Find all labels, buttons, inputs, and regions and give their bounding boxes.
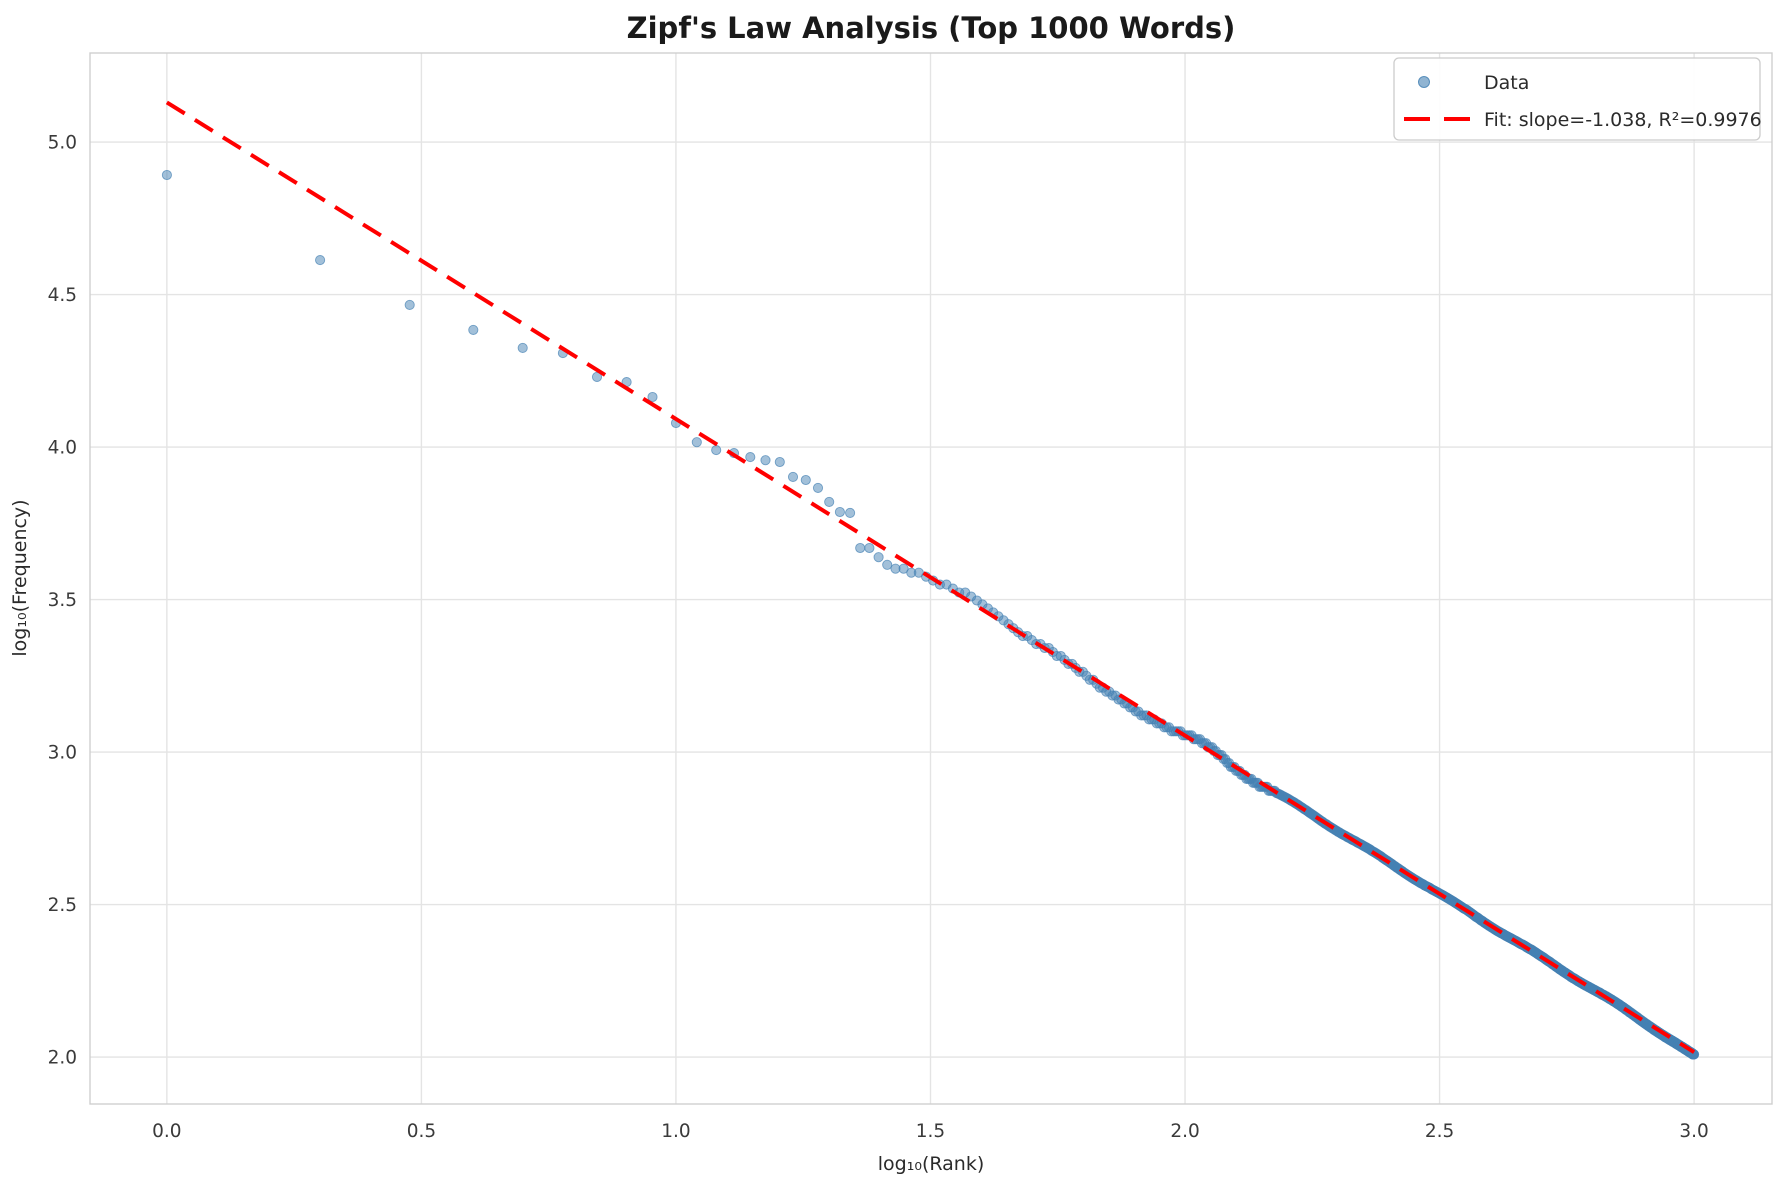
data-point: [745, 452, 756, 463]
x-tick-labels: 0.0 0.5 1.0 1.5 2.0 2.5 3.0: [152, 1121, 1709, 1142]
data-point: [864, 542, 875, 554]
data-point: [161, 169, 172, 181]
chart-title: Zipf's Law Analysis (Top 1000 Words): [627, 11, 1236, 45]
data-point: [517, 342, 528, 353]
data-point: [812, 482, 824, 493]
legend-data-marker-icon: [1418, 76, 1430, 88]
x-tick-label: 1.0: [661, 1121, 690, 1142]
legend-label-data: Data: [1484, 72, 1529, 94]
axes-spines: [89, 52, 1773, 1105]
data-point: [468, 324, 479, 335]
data-point: [404, 299, 415, 310]
x-tick-label: 0.0: [152, 1121, 181, 1142]
x-tick-label: 2.0: [1170, 1121, 1199, 1142]
x-tick-label: 3.0: [1679, 1121, 1708, 1142]
fit-line: [165, 100, 1696, 1054]
data-point: [834, 506, 845, 518]
x-tick-label: 2.5: [1425, 1121, 1454, 1142]
legend: Data Fit: slope=-1.038, R²=0.9976: [1393, 57, 1762, 141]
legend-box: [1393, 57, 1761, 141]
y-tick-label: 5.0: [48, 133, 77, 154]
y-tick-label: 3.0: [48, 743, 77, 764]
data-point: [855, 542, 866, 554]
y-tick-labels: 2.0 2.5 3.0 3.5 4.0 4.5 5.0: [48, 133, 77, 1069]
y-axis-label: log₁₀(Frequency): [9, 499, 31, 656]
grid: [90, 53, 1772, 1104]
data-point: [711, 445, 722, 456]
y-tick-label: 2.5: [48, 895, 77, 916]
x-tick-label: 0.5: [407, 1121, 436, 1142]
y-tick-label: 4.0: [48, 438, 77, 459]
data-point: [845, 507, 856, 518]
y-tick-label: 4.5: [48, 285, 77, 306]
data-point: [691, 437, 702, 448]
data-point: [800, 474, 811, 486]
legend-label-fit: Fit: slope=-1.038, R²=0.9976: [1484, 109, 1762, 131]
data-point: [315, 255, 326, 266]
data-point: [787, 471, 799, 482]
data-point: [591, 371, 603, 382]
data-point: [898, 563, 909, 574]
data-point: [774, 456, 785, 468]
data-point: [873, 552, 884, 563]
data-point: [882, 559, 893, 570]
y-tick-label: 2.0: [48, 1048, 77, 1069]
data-point: [647, 391, 658, 403]
data-point: [760, 455, 771, 466]
x-tick-label: 1.5: [916, 1121, 945, 1142]
y-tick-label: 3.5: [48, 590, 77, 611]
data-point: [824, 496, 835, 507]
x-axis-label: log₁₀(Rank): [878, 1153, 985, 1175]
